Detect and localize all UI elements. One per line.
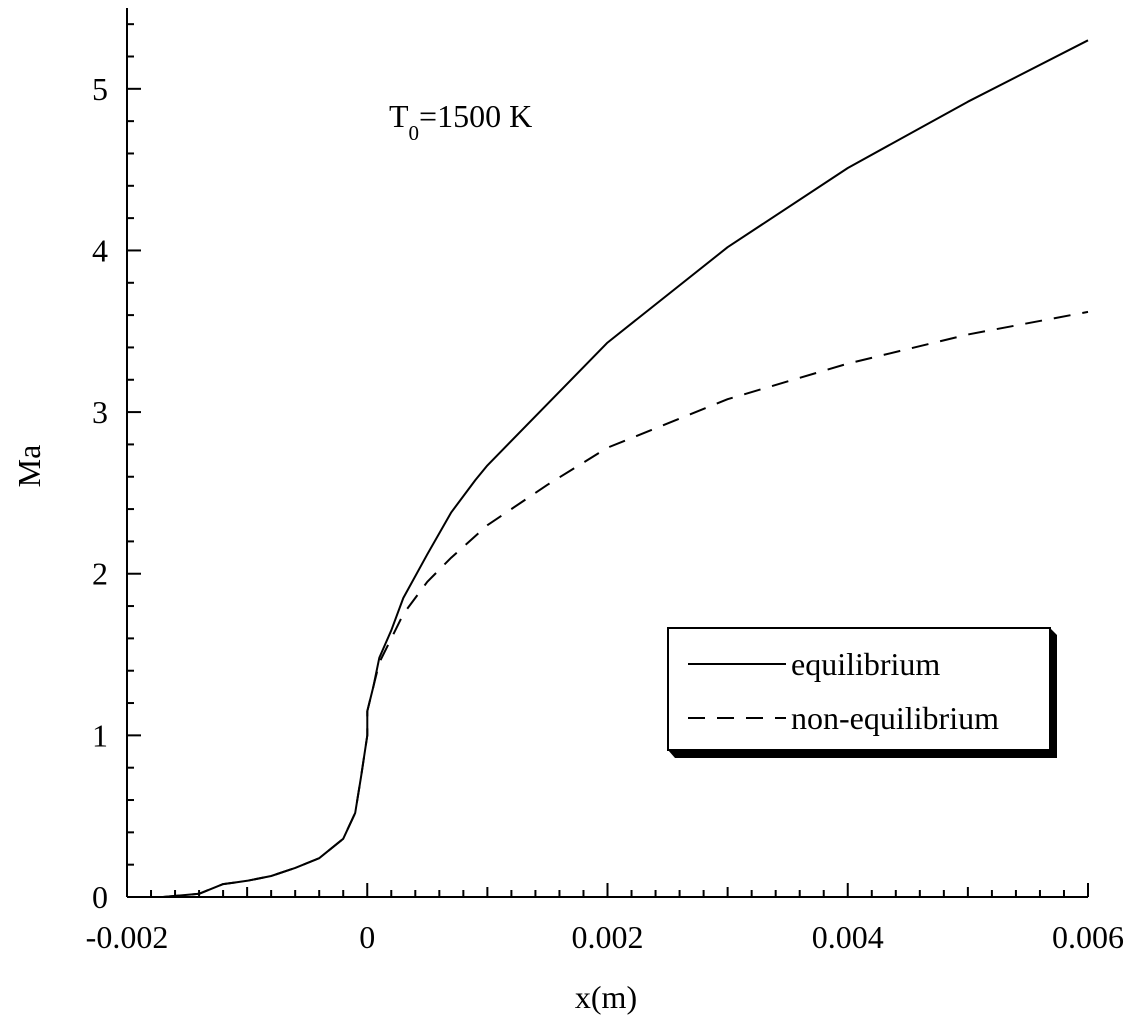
x-tick-label: 0.002 xyxy=(572,919,644,955)
annotation-temperature: T0=1500 K xyxy=(389,98,532,145)
y-axis: 0 1 2 3 4 5 xyxy=(92,8,141,915)
x-tick-label: 0 xyxy=(359,919,375,955)
annotation-sub: 0 xyxy=(409,121,420,145)
series-line-non-equilibrium xyxy=(162,310,1089,898)
annotation-main: T xyxy=(389,98,409,134)
y-tick-label: 1 xyxy=(92,717,108,753)
legend-box xyxy=(667,627,1051,751)
y-tick-label: 0 xyxy=(92,879,108,915)
x-axis-label: x(m) xyxy=(575,979,637,1015)
y-tick-labels: 0 1 2 3 4 5 xyxy=(92,71,108,915)
y-tick-label: 3 xyxy=(92,394,108,430)
y-ticks xyxy=(127,23,141,898)
x-tick-label: 0.004 xyxy=(812,919,884,955)
x-tick-label: 0.006 xyxy=(1052,919,1124,955)
y-tick-label: 2 xyxy=(92,556,108,592)
legend: equilibrium non-equilibrium xyxy=(667,627,1057,758)
x-tick-label: -0.002 xyxy=(86,919,169,955)
x-ticks xyxy=(126,883,1089,897)
y-tick-label: 5 xyxy=(92,71,108,107)
y-tick-label: 4 xyxy=(92,232,108,268)
legend-label-equilibrium: equilibrium xyxy=(791,646,940,682)
legend-label-non-equilibrium: non-equilibrium xyxy=(791,700,999,736)
x-tick-labels: -0.002 0 0.002 0.004 0.006 xyxy=(86,919,1124,955)
x-axis: -0.002 0 0.002 0.004 0.006 xyxy=(86,883,1124,955)
series-line-equilibrium xyxy=(162,39,1089,898)
series-lines xyxy=(162,39,1089,898)
annotation-rest: =1500 K xyxy=(419,98,532,134)
y-axis-label: Ma xyxy=(11,445,47,488)
